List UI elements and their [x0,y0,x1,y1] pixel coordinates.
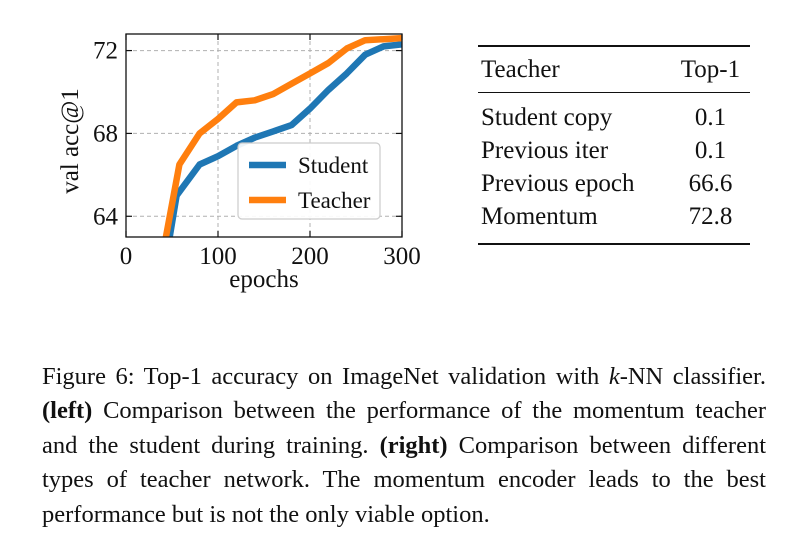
table-cell-value: 66.6 [688,170,733,197]
x-tick-label: 0 [120,243,133,270]
legend-label-teacher: Teacher [298,188,371,213]
y-tick-label: 72 [93,38,118,65]
chart-labels: epochs val acc@1 [57,88,299,293]
table-cell-value: 0.1 [670,92,750,134]
x-tick-label: 300 [383,243,421,270]
table-cell-label: Previous epoch [481,170,635,197]
table-header-teacher: Teacher [478,45,671,93]
caption-suffix: Comparison between different types of te… [42,431,767,528]
teacher-comparison-table: Teacher Top-1 Student copy 0.1 Previous … [478,45,750,245]
table-header-top1: Top-1 [670,45,750,93]
table-row: Student copy 0.1 [478,92,750,134]
table-header-row: Teacher Top-1 [478,45,750,93]
table-row: Previous iter 0.1 [478,134,750,167]
y-tick-label: 64 [93,203,119,230]
y-axis-label: val acc@1 [57,88,84,194]
series-line-teacher [162,34,402,237]
caption-left-tag: (left) [42,397,93,424]
table-cell-value: 0.1 [694,137,727,164]
table-cell-value: 72.8 [670,200,750,245]
plot-frame [125,33,403,238]
accuracy-line-chart: 0 100 200 300 64 68 72 epochs val acc@1 Studen… [57,33,421,293]
table-row: Momentum 72.8 [478,200,750,245]
x-tick-label: 200 [291,243,329,270]
chart-ticks: 0 100 200 300 64 68 72 [93,34,421,270]
caption-k: k [608,362,620,390]
series-line-student [166,41,402,237]
table-cell-label: Momentum [478,200,671,245]
table-cell-label: Student copy [478,92,671,134]
legend-label-student: Student [298,153,369,178]
x-axis-label: epochs [229,266,298,293]
table-cell-label: Previous iter [481,137,609,164]
chart-series [162,34,402,237]
x-tick-label: 100 [199,243,237,270]
y-tick-label: 68 [93,120,118,147]
table-row: Previous epoch 66.6 [478,167,750,200]
teacher-comparison-table-wrapper: Teacher Top-1 Student copy 0.1 Previous … [478,45,750,245]
chart-legend: Student Teacher [237,142,381,220]
figure-caption: Figure 6: Top-1 accuracy on ImageNet val… [42,360,766,533]
caption-prefix: Figure 6: Top-1 accuracy on ImageNet val… [42,362,609,390]
caption-right-tag: (right) [379,431,448,459]
caption-mid1: -NN classifier. [619,362,766,390]
caption-mid2: Comparison between the performance of th… [42,397,766,459]
